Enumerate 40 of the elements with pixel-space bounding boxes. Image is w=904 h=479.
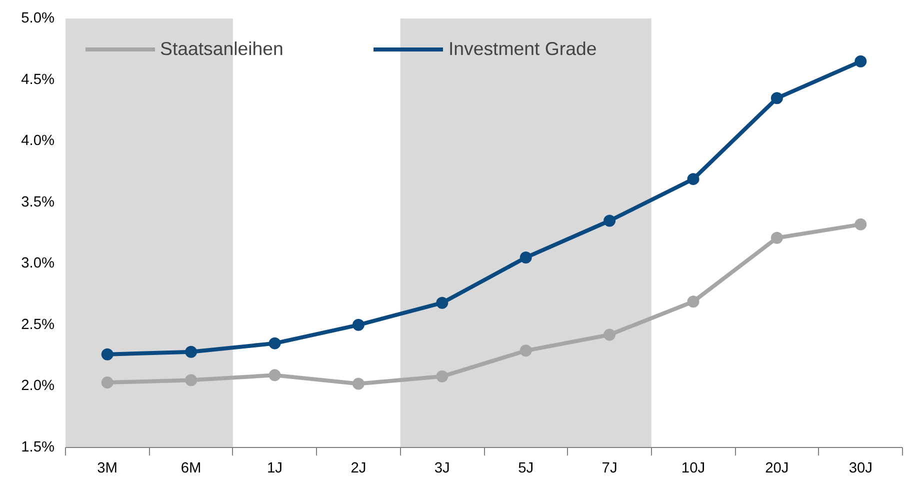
point bbox=[352, 378, 364, 390]
point bbox=[101, 376, 114, 389]
y-tick-label: 3.5% bbox=[21, 194, 54, 210]
y-tick-label: 4.0% bbox=[21, 133, 54, 150]
y-tick-label: 2.5% bbox=[21, 316, 54, 333]
point bbox=[604, 328, 616, 341]
x-tick-label: 30J bbox=[848, 460, 872, 476]
y-tick-label: 3.0% bbox=[21, 256, 54, 272]
y-tick-label: 2.0% bbox=[21, 378, 54, 394]
point bbox=[352, 318, 364, 331]
legend-label: Staatsanleihen bbox=[160, 38, 284, 60]
x-tick-label: 3J bbox=[434, 460, 450, 476]
y-tick-label: 4.5% bbox=[21, 72, 54, 88]
point bbox=[185, 374, 198, 386]
point bbox=[604, 214, 616, 227]
legend-label: Investment Grade bbox=[448, 38, 597, 60]
x-tick-label: 1J bbox=[267, 460, 282, 476]
point bbox=[268, 369, 281, 382]
point bbox=[520, 344, 532, 357]
y-tick-label: 5.0% bbox=[21, 10, 54, 26]
x-tick-label: 2J bbox=[350, 460, 366, 476]
x-tick-label: 5J bbox=[518, 460, 534, 476]
point bbox=[436, 296, 448, 309]
point bbox=[854, 55, 867, 68]
point bbox=[185, 346, 198, 358]
point bbox=[520, 252, 532, 264]
point bbox=[687, 173, 700, 186]
x-tick-label: 3M bbox=[97, 460, 118, 476]
point bbox=[854, 218, 867, 230]
x-tick-label: 20J bbox=[765, 460, 789, 476]
point bbox=[268, 337, 281, 350]
point bbox=[436, 370, 448, 382]
point bbox=[770, 232, 783, 244]
y-tick-label: 1.5% bbox=[21, 440, 54, 456]
x-tick-label: 6M bbox=[180, 460, 202, 476]
point bbox=[687, 296, 700, 308]
point bbox=[101, 348, 114, 360]
point bbox=[770, 92, 783, 104]
x-tick-label: 10J bbox=[681, 460, 706, 476]
x-tick-label: 7J bbox=[602, 460, 618, 476]
